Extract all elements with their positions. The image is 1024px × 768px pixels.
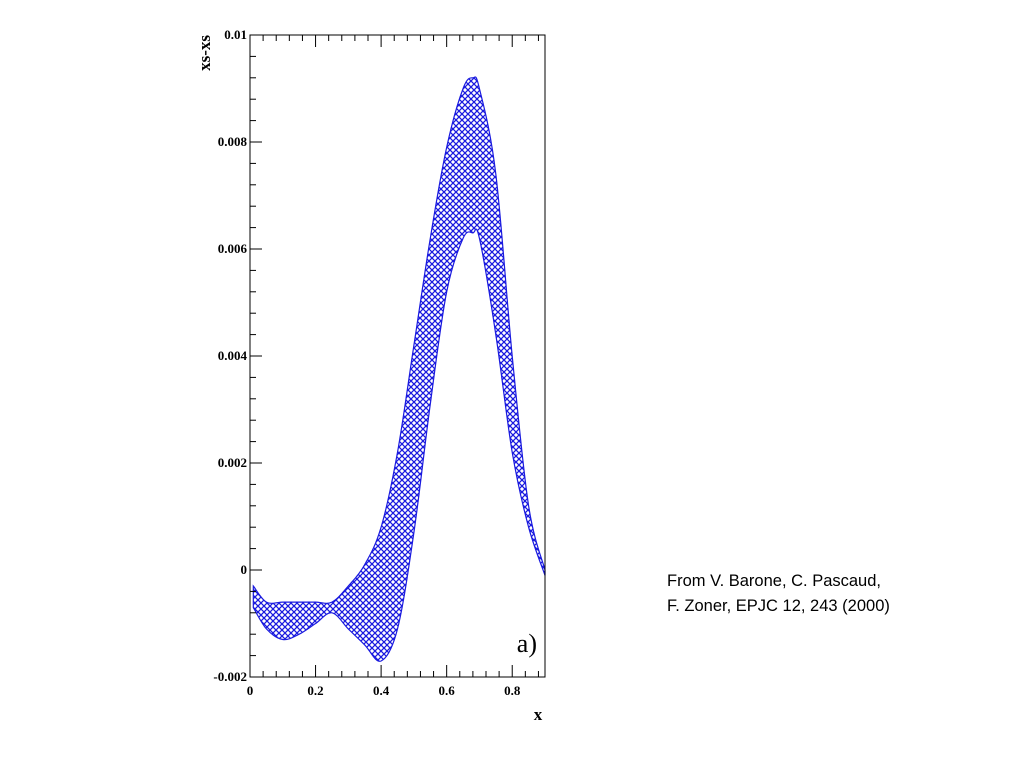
x-tick-label: 0.2	[307, 683, 323, 698]
error-band	[252, 76, 546, 662]
y-tick-label: 0.002	[218, 455, 247, 470]
y-tick-label: 0.004	[218, 348, 248, 363]
citation-line-2: F. Zoner, EPJC 12, 243 (2000)	[667, 597, 890, 615]
x-tick-label: 0.4	[373, 683, 390, 698]
x-tick-label: 0.8	[504, 683, 521, 698]
x-axis-title: x	[534, 705, 543, 724]
ticks-layer	[249, 34, 539, 678]
y-axis-title: xs-xs	[195, 35, 214, 71]
citation-caption: From V. Barone, C. Pascaud, F. Zoner, EP…	[667, 569, 890, 619]
y-tick-label: 0.01	[224, 27, 247, 42]
y-tick-label: 0	[241, 562, 248, 577]
x-tick-label: 0	[247, 683, 254, 698]
band-layer	[252, 76, 546, 662]
y-tick-label: 0.006	[218, 241, 248, 256]
citation-line-1: From V. Barone, C. Pascaud,	[667, 572, 881, 590]
y-tick-label: 0.008	[218, 134, 248, 149]
panel-label: a)	[517, 629, 537, 658]
y-tick-label: -0.002	[213, 669, 247, 684]
x-tick-label: 0.6	[439, 683, 456, 698]
